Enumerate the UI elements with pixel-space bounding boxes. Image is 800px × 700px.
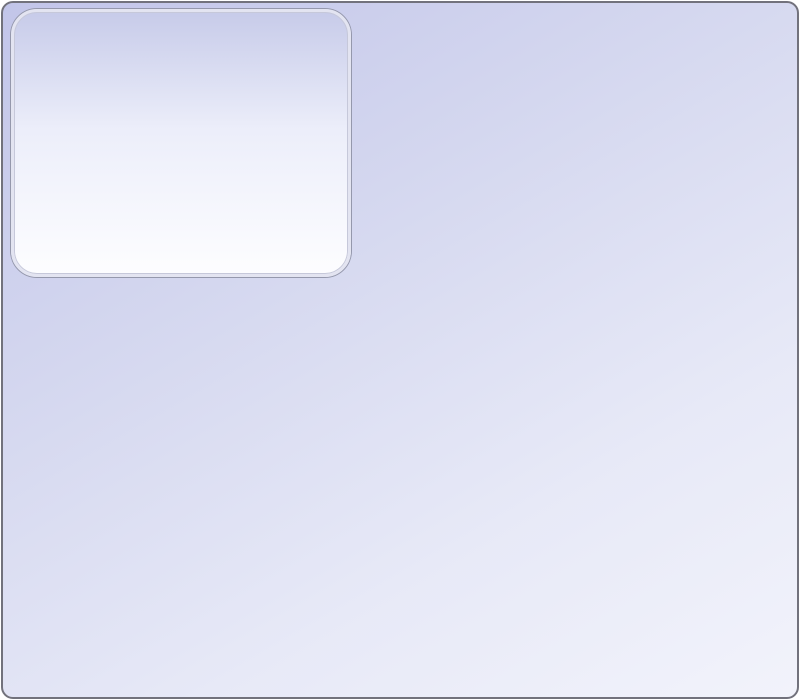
report-panel <box>11 9 351 277</box>
charts-canvas <box>3 3 799 697</box>
